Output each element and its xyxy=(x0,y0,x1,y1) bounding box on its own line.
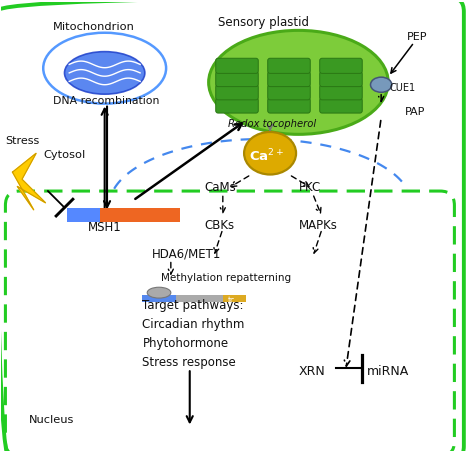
Text: Sensory plastid: Sensory plastid xyxy=(218,16,309,29)
Text: Methylation repatterning: Methylation repatterning xyxy=(161,273,292,283)
Text: CBKs: CBKs xyxy=(204,219,234,232)
Ellipse shape xyxy=(371,77,392,92)
Text: MAPKs: MAPKs xyxy=(299,219,337,232)
Bar xyxy=(100,207,180,222)
Ellipse shape xyxy=(64,52,145,94)
FancyBboxPatch shape xyxy=(319,98,362,113)
Ellipse shape xyxy=(244,132,296,174)
FancyBboxPatch shape xyxy=(216,85,258,100)
Bar xyxy=(67,207,100,222)
Text: MSH1: MSH1 xyxy=(88,221,121,234)
Text: HDA6/MET1: HDA6/MET1 xyxy=(152,247,221,260)
Text: Nucleus: Nucleus xyxy=(29,414,74,424)
Text: DNA recombination: DNA recombination xyxy=(53,96,159,106)
Bar xyxy=(223,294,246,302)
FancyBboxPatch shape xyxy=(216,72,258,87)
Text: PAP: PAP xyxy=(405,107,425,117)
Text: CUE1: CUE1 xyxy=(389,83,415,93)
Text: tc: tc xyxy=(228,296,235,305)
FancyBboxPatch shape xyxy=(268,72,310,87)
FancyBboxPatch shape xyxy=(319,85,362,100)
FancyBboxPatch shape xyxy=(319,58,362,73)
Bar xyxy=(143,294,175,302)
FancyBboxPatch shape xyxy=(268,58,310,73)
Text: XRN: XRN xyxy=(299,366,325,378)
Text: Stress: Stress xyxy=(5,136,40,146)
Text: Stress response: Stress response xyxy=(143,356,236,369)
Text: Cytosol: Cytosol xyxy=(43,150,85,160)
Ellipse shape xyxy=(43,33,166,104)
Ellipse shape xyxy=(209,30,388,135)
FancyBboxPatch shape xyxy=(319,72,362,87)
Ellipse shape xyxy=(147,287,171,298)
Text: Phytohormone: Phytohormone xyxy=(143,337,228,350)
Bar xyxy=(175,294,223,302)
Text: PEP: PEP xyxy=(407,32,428,42)
FancyBboxPatch shape xyxy=(216,98,258,113)
Text: miRNA: miRNA xyxy=(367,366,409,378)
FancyBboxPatch shape xyxy=(268,85,310,100)
FancyBboxPatch shape xyxy=(268,98,310,113)
Text: Mitochondrion: Mitochondrion xyxy=(53,22,135,32)
FancyBboxPatch shape xyxy=(216,58,258,73)
Polygon shape xyxy=(12,153,46,210)
Text: Target pathways:: Target pathways: xyxy=(143,299,244,312)
Text: Circadian rhythm: Circadian rhythm xyxy=(143,318,245,331)
Text: Ca$^{2+}$: Ca$^{2+}$ xyxy=(249,147,284,164)
Text: CaMs: CaMs xyxy=(204,181,236,194)
Text: PKC: PKC xyxy=(299,181,321,194)
Text: Redox tocopherol: Redox tocopherol xyxy=(228,119,316,129)
